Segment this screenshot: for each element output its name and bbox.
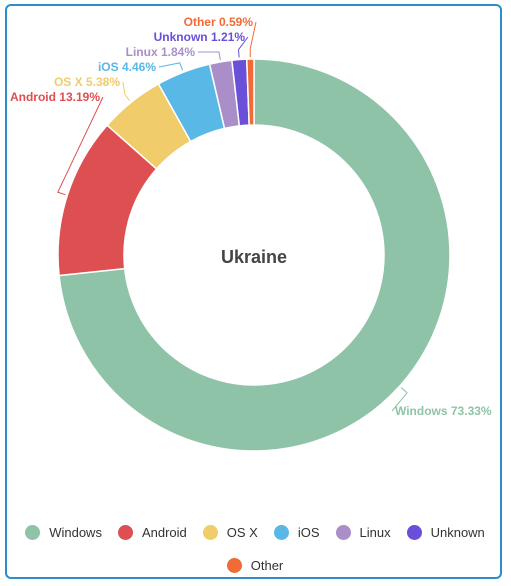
legend-item-os-x[interactable]: OS X bbox=[202, 524, 258, 540]
connector-windows bbox=[391, 387, 408, 412]
legend-item-linux[interactable]: Linux bbox=[335, 524, 391, 540]
legend-label: iOS bbox=[297, 524, 320, 540]
slice-windows[interactable] bbox=[58, 58, 451, 452]
legend-item-android[interactable]: Android bbox=[117, 524, 187, 540]
connector-os-x bbox=[122, 81, 131, 102]
data-label-unknown: Unknown 1.21% bbox=[154, 30, 246, 44]
connector-ios bbox=[158, 62, 184, 71]
connector-android bbox=[57, 96, 104, 196]
data-label-other: Other 0.59% bbox=[184, 15, 254, 29]
legend-label: OS X bbox=[226, 524, 258, 540]
legend-label: Windows bbox=[49, 524, 102, 540]
legend: Windows Android OS X iOS Linux Unknown Other bbox=[10, 520, 500, 586]
legend-swatch bbox=[406, 524, 422, 540]
data-label-linux: Linux 1.84% bbox=[126, 45, 196, 59]
legend-row: Windows Android OS X iOS Linux Unknown bbox=[10, 520, 500, 544]
connector-linux bbox=[197, 51, 221, 60]
legend-swatch bbox=[226, 557, 242, 573]
chart-title: Ukraine bbox=[221, 247, 287, 267]
legend-label: Unknown bbox=[430, 524, 485, 540]
data-label-windows: Windows 73.33% bbox=[395, 404, 492, 418]
data-label-os-x: OS X 5.38% bbox=[54, 75, 120, 89]
slice-other[interactable] bbox=[245, 58, 255, 126]
legend-swatch bbox=[273, 524, 289, 540]
legend-swatch bbox=[117, 524, 133, 540]
legend-label: Linux bbox=[359, 524, 391, 540]
legend-label: Android bbox=[141, 524, 187, 540]
connector-unknown bbox=[238, 36, 249, 58]
connector-other bbox=[249, 21, 257, 58]
legend-item-other[interactable]: Other bbox=[226, 557, 284, 573]
legend-item-unknown[interactable]: Unknown bbox=[406, 524, 485, 540]
legend-row: Other bbox=[10, 553, 500, 577]
legend-swatch bbox=[335, 524, 351, 540]
legend-swatch bbox=[202, 524, 218, 540]
data-label-android: Android 13.19% bbox=[10, 90, 100, 104]
legend-swatch bbox=[25, 524, 41, 540]
legend-label: Other bbox=[250, 557, 284, 573]
data-label-ios: iOS 4.46% bbox=[98, 60, 156, 74]
donut-chart: Windows 73.33% Android 13.19%OS X 5.38%iO… bbox=[10, 15, 492, 452]
legend-item-ios[interactable]: iOS bbox=[273, 524, 320, 540]
legend-item-windows[interactable]: Windows bbox=[25, 524, 102, 540]
